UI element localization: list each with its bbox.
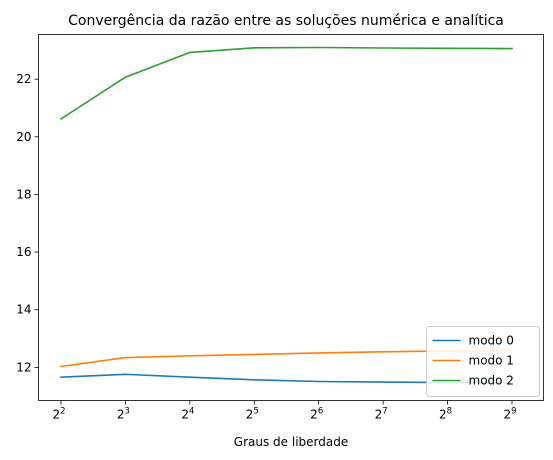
x-tick-label: 23 xyxy=(117,407,130,422)
x-tick-exponent: 8 xyxy=(447,407,452,417)
legend-label: modo 2 xyxy=(469,374,514,388)
x-tick-label: 22 xyxy=(52,407,65,422)
x-axis: 22 23 24 25 26 27 28 29 xyxy=(52,400,517,422)
x-tick-base: 2 xyxy=(375,408,383,422)
x-tick-exponent: 9 xyxy=(511,407,516,417)
legend-label: modo 0 xyxy=(469,334,514,348)
series-line-2 xyxy=(59,46,513,121)
x-tick-exponent: 6 xyxy=(318,407,323,417)
x-tick-base: 2 xyxy=(439,408,447,422)
y-tick-label: 16 xyxy=(16,245,31,259)
x-tick-base: 2 xyxy=(52,408,60,422)
y-tick-label: 22 xyxy=(16,72,31,86)
legend-box xyxy=(426,326,540,397)
x-tick-exponent: 3 xyxy=(125,407,130,417)
x-tick-base: 2 xyxy=(246,408,254,422)
x-axis-label: Graus de liberdade xyxy=(234,435,348,449)
legend: modo 0 modo 1 modo 2 xyxy=(426,326,540,397)
y-tick-label: 20 xyxy=(16,130,31,144)
chart-title: Convergência da razão entre as soluções … xyxy=(68,13,504,29)
y-tick-label: 12 xyxy=(16,360,31,374)
x-tick-base: 2 xyxy=(117,408,125,422)
x-tick-exponent: 5 xyxy=(253,407,258,417)
x-tick-label: 26 xyxy=(310,407,323,422)
x-tick-exponent: 7 xyxy=(382,407,387,417)
plot-area-frame xyxy=(38,34,544,401)
x-tick-base: 2 xyxy=(310,408,318,422)
x-tick-label: 25 xyxy=(246,407,259,422)
legend-label: modo 1 xyxy=(469,354,514,368)
x-tick-label: 28 xyxy=(439,407,452,422)
y-axis: 12 14 16 18 20 22 xyxy=(16,72,39,374)
x-tick-exponent: 4 xyxy=(189,407,194,417)
x-tick-label: 24 xyxy=(181,407,194,422)
x-tick-label: 27 xyxy=(375,407,388,422)
y-tick-label: 14 xyxy=(16,303,31,317)
y-tick-label: 18 xyxy=(16,187,31,201)
x-tick-exponent: 2 xyxy=(60,407,65,417)
x-tick-label: 29 xyxy=(503,407,516,422)
x-tick-base: 2 xyxy=(181,408,189,422)
x-tick-base: 2 xyxy=(503,408,511,422)
